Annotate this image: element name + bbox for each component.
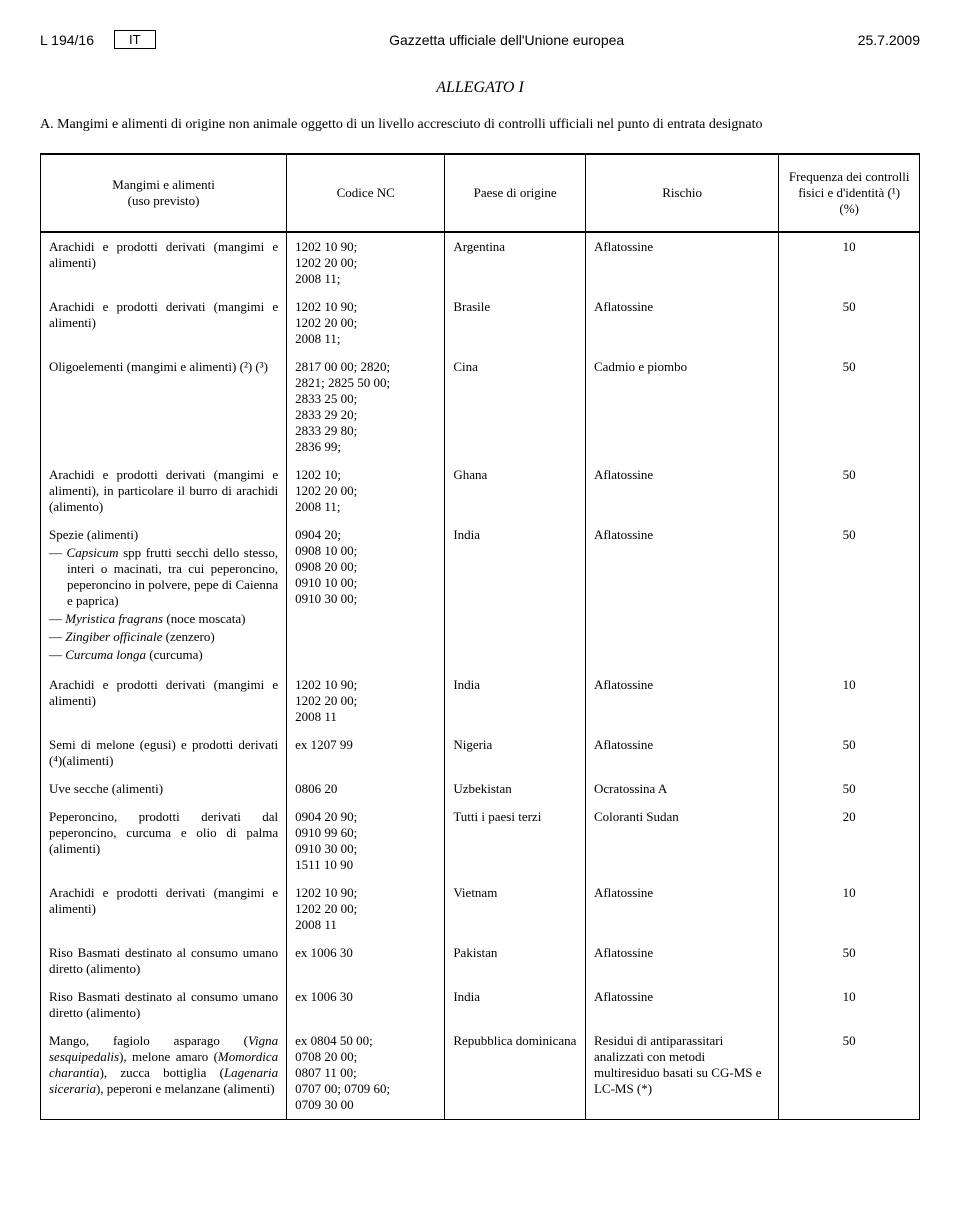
cell-frequency: 10 (779, 671, 920, 731)
publication-date: 25.7.2009 (858, 32, 920, 48)
cell-code: 1202 10 90; 1202 20 00; 2008 11; (287, 293, 445, 353)
cell-risk: Ocratossina A (585, 775, 778, 803)
cell-frequency: 10 (779, 983, 920, 1027)
header-left: L 194/16 IT (40, 30, 156, 49)
cell-risk: Residui di antiparassitari analizzati co… (585, 1027, 778, 1120)
section-intro: A. Mangimi e alimenti di origine non ani… (62, 117, 920, 133)
table-row: Arachidi e prodotti derivati (mangimi e … (41, 461, 920, 521)
cell-origin: Tutti i paesi terzi (445, 803, 586, 879)
cell-risk: Aflatossine (585, 521, 778, 671)
cell-code: 0904 20; 0908 10 00; 0908 20 00; 0910 10… (287, 521, 445, 671)
cell-frequency: 10 (779, 232, 920, 293)
table-body: Arachidi e prodotti derivati (mangimi e … (41, 232, 920, 1120)
cell-risk: Aflatossine (585, 232, 778, 293)
annex-title: ALLEGATO I (40, 79, 920, 97)
cell-product: Uve secche (alimenti) (41, 775, 287, 803)
table-row: Mango, fagiolo asparago (Vigna sesquiped… (41, 1027, 920, 1120)
cell-product: Peperoncino, prodotti derivati dal peper… (41, 803, 287, 879)
cell-code: 1202 10 90; 1202 20 00; 2008 11 (287, 879, 445, 939)
cell-origin: India (445, 521, 586, 671)
page-header: L 194/16 IT Gazzetta ufficiale dell'Unio… (40, 30, 920, 49)
cell-product: Semi di melone (egusi) e prodotti deriva… (41, 731, 287, 775)
col-code: Codice NC (287, 154, 445, 232)
col-frequency-label: Frequenza dei controlli fisici e d'ident… (789, 169, 910, 216)
cell-product: Riso Basmati destinato al consumo umano … (41, 939, 287, 983)
cell-origin: Repubblica dominicana (445, 1027, 586, 1120)
cell-product: Arachidi e prodotti derivati (mangimi e … (41, 879, 287, 939)
cell-frequency: 50 (779, 353, 920, 461)
cell-frequency: 10 (779, 879, 920, 939)
cell-product: Riso Basmati destinato al consumo umano … (41, 983, 287, 1027)
table-header-row: Mangimi e alimenti (uso previsto) Codice… (41, 154, 920, 232)
table-row: Peperoncino, prodotti derivati dal peper… (41, 803, 920, 879)
cell-frequency: 50 (779, 1027, 920, 1120)
cell-risk: Aflatossine (585, 983, 778, 1027)
table-row: Spezie (alimenti)Capsicum spp frutti sec… (41, 521, 920, 671)
cell-code: 0904 20 90; 0910 99 60; 0910 30 00; 1511… (287, 803, 445, 879)
cell-product: Arachidi e prodotti derivati (mangimi e … (41, 293, 287, 353)
cell-origin: Uzbekistan (445, 775, 586, 803)
cell-origin: Pakistan (445, 939, 586, 983)
cell-frequency: 50 (779, 461, 920, 521)
col-origin: Paese di origine (445, 154, 586, 232)
cell-frequency: 50 (779, 293, 920, 353)
table-row: Arachidi e prodotti derivati (mangimi e … (41, 293, 920, 353)
page-reference: L 194/16 (40, 32, 94, 48)
cell-risk: Aflatossine (585, 293, 778, 353)
journal-title: Gazzetta ufficiale dell'Unione europea (389, 32, 624, 48)
cell-frequency: 50 (779, 775, 920, 803)
col-product-label: Mangimi e alimenti (uso previsto) (112, 177, 215, 208)
table-row: Arachidi e prodotti derivati (mangimi e … (41, 232, 920, 293)
cell-frequency: 50 (779, 939, 920, 983)
cell-origin: Argentina (445, 232, 586, 293)
language-code: IT (114, 30, 156, 49)
cell-origin: India (445, 671, 586, 731)
cell-product: Arachidi e prodotti derivati (mangimi e … (41, 232, 287, 293)
cell-code: 2817 00 00; 2820; 2821; 2825 50 00; 2833… (287, 353, 445, 461)
cell-origin: Brasile (445, 293, 586, 353)
controls-table: Mangimi e alimenti (uso previsto) Codice… (40, 153, 920, 1120)
cell-frequency: 50 (779, 731, 920, 775)
table-row: Semi di melone (egusi) e prodotti deriva… (41, 731, 920, 775)
table-row: Riso Basmati destinato al consumo umano … (41, 983, 920, 1027)
cell-code: ex 1207 99 (287, 731, 445, 775)
col-product: Mangimi e alimenti (uso previsto) (41, 154, 287, 232)
table-row: Uve secche (alimenti)0806 20UzbekistanOc… (41, 775, 920, 803)
col-risk: Rischio (585, 154, 778, 232)
cell-risk: Aflatossine (585, 731, 778, 775)
cell-origin: Ghana (445, 461, 586, 521)
table-row: Arachidi e prodotti derivati (mangimi e … (41, 879, 920, 939)
cell-product: Oligoelementi (mangimi e alimenti) (²) (… (41, 353, 287, 461)
cell-risk: Aflatossine (585, 461, 778, 521)
cell-product: Arachidi e prodotti derivati (mangimi e … (41, 671, 287, 731)
cell-code: ex 1006 30 (287, 983, 445, 1027)
cell-frequency: 50 (779, 521, 920, 671)
cell-risk: Cadmio e piombo (585, 353, 778, 461)
cell-product: Mango, fagiolo asparago (Vigna sesquiped… (41, 1027, 287, 1120)
table-row: Riso Basmati destinato al consumo umano … (41, 939, 920, 983)
cell-origin: Cina (445, 353, 586, 461)
cell-product: Arachidi e prodotti derivati (mangimi e … (41, 461, 287, 521)
cell-origin: India (445, 983, 586, 1027)
col-frequency: Frequenza dei controlli fisici e d'ident… (779, 154, 920, 232)
table-row: Oligoelementi (mangimi e alimenti) (²) (… (41, 353, 920, 461)
cell-origin: Vietnam (445, 879, 586, 939)
cell-origin: Nigeria (445, 731, 586, 775)
cell-frequency: 20 (779, 803, 920, 879)
cell-risk: Aflatossine (585, 879, 778, 939)
cell-code: 1202 10; 1202 20 00; 2008 11; (287, 461, 445, 521)
cell-code: 1202 10 90; 1202 20 00; 2008 11; (287, 232, 445, 293)
table-row: Arachidi e prodotti derivati (mangimi e … (41, 671, 920, 731)
cell-product: Spezie (alimenti)Capsicum spp frutti sec… (41, 521, 287, 671)
cell-code: 0806 20 (287, 775, 445, 803)
cell-risk: Coloranti Sudan (585, 803, 778, 879)
cell-risk: Aflatossine (585, 671, 778, 731)
cell-code: ex 1006 30 (287, 939, 445, 983)
cell-risk: Aflatossine (585, 939, 778, 983)
cell-code: 1202 10 90; 1202 20 00; 2008 11 (287, 671, 445, 731)
cell-code: ex 0804 50 00; 0708 20 00; 0807 11 00; 0… (287, 1027, 445, 1120)
